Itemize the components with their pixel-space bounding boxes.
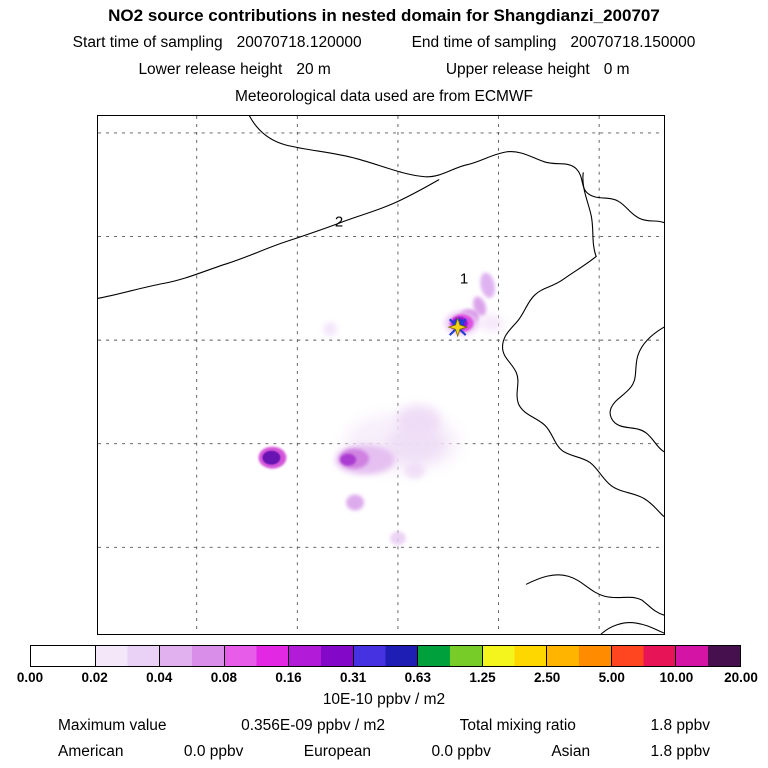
total-mixing-ratio-value: 1.8 ppbv [650,717,710,734]
colorbar-tick-row: 0.00 0.02 0.04 0.08 0.16 0.31 0.63 1.25 2.50 5.00… [17,670,758,687]
colorbar [30,645,741,667]
point-label-2: 2 [334,213,344,231]
sampling-site-marker [447,316,468,338]
colorbar-segment [417,646,482,666]
plume-blob [480,272,495,299]
colorbar-segment [94,646,160,666]
plume-blob [389,531,406,546]
total-mixing-ratio-label: Total mixing ratio [459,717,576,734]
max-value-label: Maximum value [58,717,167,734]
end-time-value: 20070718.150000 [570,34,696,51]
colorbar-segment [223,646,289,666]
colorbar-tick: 5.00 [598,670,625,685]
colorbar-segment [481,646,547,666]
summary-row: Maximum value 0.356E-09 ppbv / m2 Total … [58,717,710,735]
colorbar-tick: 10.00 [659,670,694,685]
region-value: 1.8 ppbv [650,743,710,760]
colorbar-tick: 2.50 [533,670,561,685]
colorbar-segment [159,646,224,666]
lower-height-label: Lower release height [138,61,283,78]
border-line-west [98,179,440,299]
point-label-1: 1 [459,270,469,288]
coastlines [98,116,664,634]
colorbar-tick: 0.00 [16,670,44,685]
plume-blob [340,453,357,466]
colorbar-tick: 0.08 [210,670,238,685]
release-height-line: Lower release height 20 m Upper release … [0,61,768,79]
lower-height-pair: Lower release height 20 m [138,61,330,79]
shandong-north-coast [525,574,664,616]
start-time-label: Start time of sampling [72,34,223,51]
colorbar-unit-label: 10E-10 ppbv / m2 [322,691,446,708]
region-name: American [58,743,124,760]
colorbar-segment [352,646,418,666]
plume-blob [404,462,425,479]
plume-blob [262,450,281,465]
meteorology-text: Meteorological data used are from ECMWF [234,88,534,105]
colorbar-segment [546,646,611,666]
upper-height-pair: Upper release height 0 m [446,61,630,79]
lower-height-value: 20 m [296,61,331,78]
sampling-time-line: Start time of sampling 20070718.120000 E… [0,34,768,52]
plume-blob [323,322,338,337]
map-canvas [98,116,664,634]
bohai-west-coast [501,255,664,518]
start-time-pair: Start time of sampling 20070718.120000 [73,34,362,52]
colorbar-tick: 0.63 [404,670,431,685]
colorbar-tick: 0.02 [81,670,108,685]
colorbar-tick: 0.04 [146,670,173,685]
grid-lines [98,116,664,634]
region-value: 0.0 ppbv [431,743,491,760]
region-value: 0.0 ppbv [183,743,244,760]
plume-layer [258,272,504,546]
max-value: 0.356E-09 ppbv / m2 [241,717,386,734]
colorbar-tick: 0.16 [275,670,302,685]
coast-connector [582,172,597,258]
upper-height-value: 0 m [603,61,630,78]
page-title: NO2 source contributions in nested domai… [108,6,660,25]
colorbar-tick: 20.00 [724,670,758,685]
plume-blob [384,426,445,463]
colorbar-segment [675,646,741,666]
region-name: European [303,743,372,760]
region-contributions-row: American 0.0 ppbv European 0.0 ppbv Asian 1.8… [58,743,710,761]
colorbar-segment [31,646,95,666]
colorbar-tick: 0.31 [340,670,367,685]
marker-star [447,316,468,338]
upper-height-label: Upper release height [445,61,590,78]
plume-blob [473,296,487,316]
plume-blob [346,494,365,511]
shandong-south-coast [600,622,664,634]
end-time-label: End time of sampling [411,34,557,51]
meteorology-line: Meteorological data used are from ECMWF [0,88,768,106]
colorbar-segment [610,646,676,666]
border-line-north [248,116,664,224]
end-time-pair: End time of sampling 20070718.150000 [412,34,696,52]
plume-blob [479,314,504,333]
colorbar-tick: 1.25 [469,670,496,685]
start-time-value: 20070718.120000 [236,34,362,51]
region-name: Asian [551,743,591,760]
colorbar-segment [288,646,353,666]
liaodong-peninsula [609,326,664,453]
